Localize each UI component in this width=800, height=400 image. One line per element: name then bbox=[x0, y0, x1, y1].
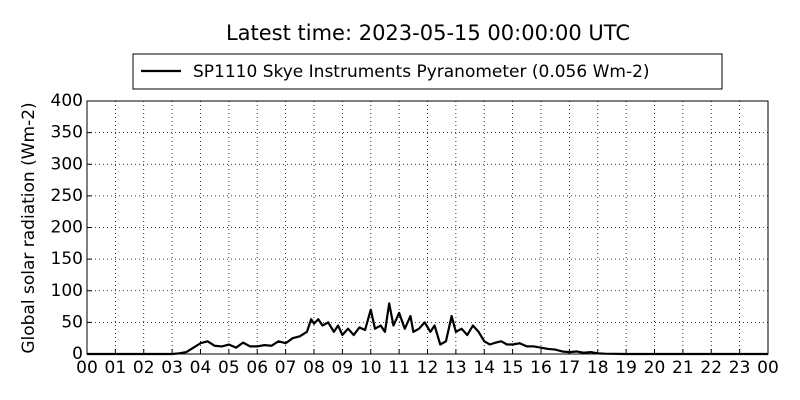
x-tick-label: 12 bbox=[417, 358, 439, 378]
legend-label: SP1110 Skye Instruments Pyranometer (0.0… bbox=[193, 62, 650, 82]
y-tick-label: 350 bbox=[51, 123, 83, 143]
x-tick-label: 20 bbox=[644, 358, 666, 378]
x-tick-label: 08 bbox=[303, 358, 325, 378]
x-tick-label: 06 bbox=[246, 358, 268, 378]
x-tick-label: 00 bbox=[757, 358, 779, 378]
y-tick-label: 100 bbox=[51, 281, 83, 301]
x-tick-label: 01 bbox=[105, 358, 127, 378]
y-tick-label: 400 bbox=[51, 91, 83, 111]
x-tick-label: 22 bbox=[700, 358, 722, 378]
y-axis-label: Global solar radiation (Wm-2) bbox=[19, 102, 39, 353]
x-tick-label: 02 bbox=[133, 358, 155, 378]
x-tick-label: 07 bbox=[275, 358, 297, 378]
x-tick-label: 21 bbox=[672, 358, 694, 378]
x-tick-label: 00 bbox=[76, 358, 98, 378]
x-tick-label: 03 bbox=[161, 358, 183, 378]
data-line bbox=[87, 302, 768, 356]
x-tick-label: 11 bbox=[388, 358, 410, 378]
x-tick-label: 04 bbox=[190, 358, 212, 378]
y-tick-label: 150 bbox=[51, 249, 83, 269]
x-tick-label: 17 bbox=[559, 358, 581, 378]
x-tick-label: 15 bbox=[502, 358, 524, 378]
x-tick-label: 18 bbox=[587, 358, 609, 378]
y-tick-label: 250 bbox=[51, 186, 83, 206]
x-tick-label: 05 bbox=[218, 358, 240, 378]
x-tick-label: 19 bbox=[615, 358, 637, 378]
legend-box bbox=[132, 53, 723, 90]
x-tick-label: 13 bbox=[445, 358, 467, 378]
x-tick-label: 23 bbox=[729, 358, 751, 378]
plot-frame bbox=[86, 100, 769, 355]
y-tick-label: 50 bbox=[61, 312, 83, 332]
y-tick-label: 0 bbox=[72, 344, 83, 364]
x-tick-label: 10 bbox=[360, 358, 382, 378]
y-tick-label: 300 bbox=[51, 154, 83, 174]
x-tick-label: 14 bbox=[473, 358, 495, 378]
x-tick-label: 16 bbox=[530, 358, 552, 378]
x-tick-label: 09 bbox=[332, 358, 354, 378]
y-tick-label: 200 bbox=[51, 218, 83, 238]
chart-title: Latest time: 2023-05-15 00:00:00 UTC bbox=[226, 21, 630, 45]
